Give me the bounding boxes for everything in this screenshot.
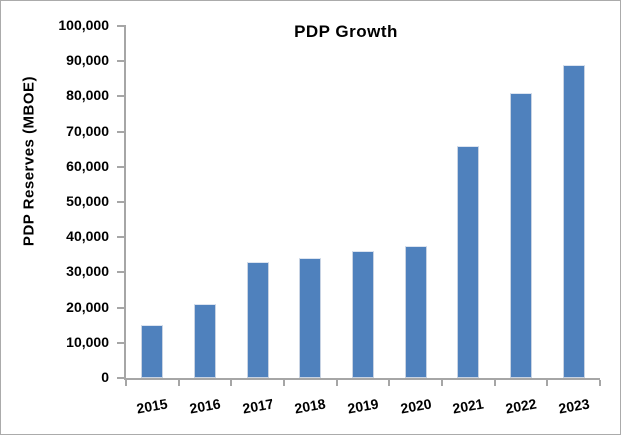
bar [141,325,163,378]
x-tick-label: 2017 [241,395,275,417]
x-tick-label: 2016 [188,395,222,417]
x-tick-mark [388,380,391,386]
y-tick-label: 100,000 [58,17,109,33]
x-tick-label: 2015 [135,395,169,417]
bar [563,65,585,378]
bar [299,258,321,378]
x-tick-mark [283,380,285,386]
x-tick-mark [441,380,443,386]
y-tick-mark [117,236,124,239]
bar [194,304,216,378]
y-tick-mark [117,201,124,203]
y-tick-label: 20,000 [66,298,109,315]
y-tick-label: 50,000 [66,193,109,209]
x-tick-mark [125,380,127,386]
y-axis-line [124,25,126,380]
y-tick-label: 70,000 [66,122,109,139]
y-tick-mark [117,341,124,344]
x-tick-mark [493,380,496,386]
x-tick-mark [230,380,233,386]
y-tick-label: 90,000 [66,52,109,69]
x-tick-mark [335,380,338,386]
y-tick-label: 30,000 [66,263,109,280]
y-tick-label: 80,000 [66,87,109,104]
y-tick-mark [117,95,124,98]
y-tick-mark [117,165,124,168]
y-tick-label: 0 [101,369,109,385]
bar [405,246,427,378]
x-tick-label: 2022 [504,395,538,417]
bar [352,251,374,378]
x-tick-label: 2023 [557,395,591,417]
x-tick-mark [599,380,601,386]
x-tick-label: 2018 [293,395,327,417]
y-tick-mark [117,60,124,63]
y-tick-label: 10,000 [66,333,109,350]
y-tick-mark [117,306,124,309]
chart-title: PDP Growth [294,22,398,41]
x-tick-mark [177,380,180,386]
x-axis-line [124,378,600,380]
x-tick-label: 2019 [346,395,380,417]
y-tick-mark [117,377,124,379]
y-tick-mark [117,271,124,274]
x-tick-label: 2021 [451,395,485,417]
y-tick-label: 40,000 [66,228,109,245]
bar [510,93,532,378]
x-tick-mark [546,380,549,386]
y-tick-mark [117,130,124,133]
bar [247,262,269,378]
x-tick-label: 2020 [399,395,433,417]
y-tick-mark [117,25,124,27]
y-tick-label: 60,000 [66,157,109,174]
bar [457,146,479,378]
